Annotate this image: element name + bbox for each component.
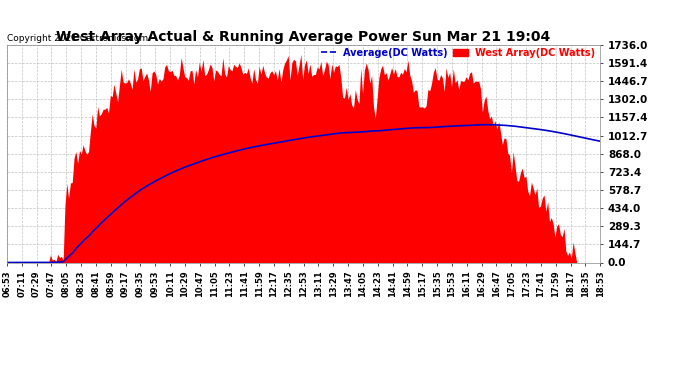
Legend: Average(DC Watts), West Array(DC Watts): Average(DC Watts), West Array(DC Watts) (321, 48, 595, 58)
Title: West Array Actual & Running Average Power Sun Mar 21 19:04: West Array Actual & Running Average Powe… (57, 30, 551, 44)
Text: Copyright 2021 Cartronics.com: Copyright 2021 Cartronics.com (7, 34, 148, 43)
